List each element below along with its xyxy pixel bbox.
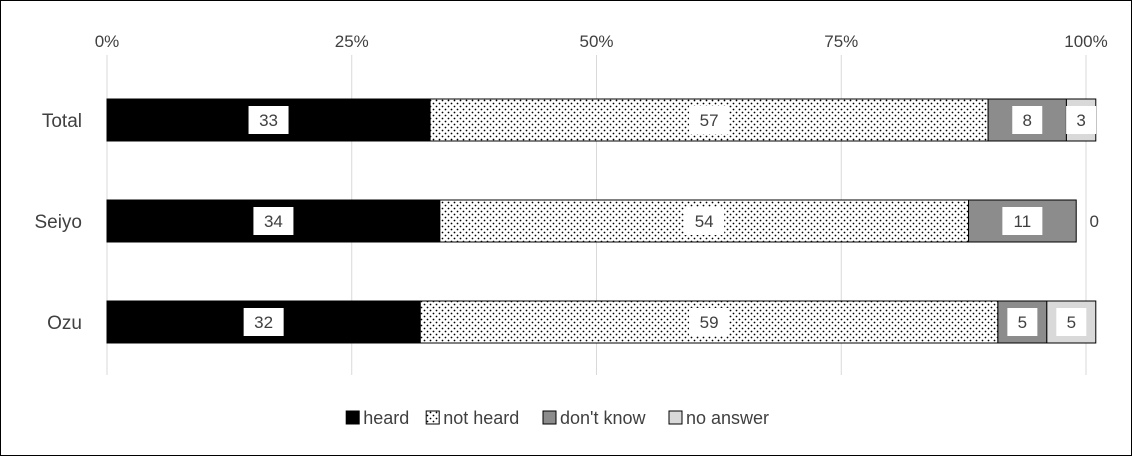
data-label-box [243,308,284,336]
legend-swatch [345,410,360,425]
data-label: 34 [264,212,283,231]
data-label: 3 [1076,111,1085,130]
legend-label: heard [363,408,409,428]
legend-swatch [542,410,557,425]
category-label: Ozu [47,313,82,334]
data-label: 54 [695,212,714,231]
legend-label: don't know [560,408,646,428]
x-axis-ticks: 0% 25% 50% 75% 100% [95,32,1108,51]
data-label-box [1002,207,1043,235]
legend-swatch [425,410,440,425]
data-label-box [1012,106,1043,134]
data-label-box [684,207,725,235]
data-label: 0 [1089,212,1098,231]
data-label-box [1056,308,1087,336]
legend-label: no answer [686,408,769,428]
data-label: 8 [1023,111,1032,130]
data-label-box [248,106,289,134]
bars: 33 57 8 3 34 54 11 0 32 59 5 5 [106,98,1099,344]
data-label: 33 [259,111,278,130]
data-label: 5 [1018,313,1027,332]
data-label-box [1007,308,1038,336]
data-label: 59 [700,313,719,332]
x-tick-label: 75% [824,32,858,51]
category-label: Seiyo [34,212,82,233]
legend-swatch [668,410,683,425]
data-label-box [689,308,730,336]
data-label: 32 [254,313,273,332]
data-label-box [253,207,294,235]
data-label: 5 [1067,313,1076,332]
data-label-box [1066,106,1097,134]
x-tick-label: 50% [579,32,613,51]
data-label-box [689,106,730,134]
x-tick-label: 100% [1064,32,1107,51]
x-tick-label: 0% [95,32,120,51]
category-label: Total [42,111,82,132]
x-tick-label: 25% [335,32,369,51]
data-label: 11 [1014,212,1032,231]
legend: heard not heard don't know no answer [345,408,769,428]
data-label: 57 [700,111,719,130]
category-labels: Total Seiyo Ozu [34,111,82,334]
legend-label: not heard [443,408,519,428]
